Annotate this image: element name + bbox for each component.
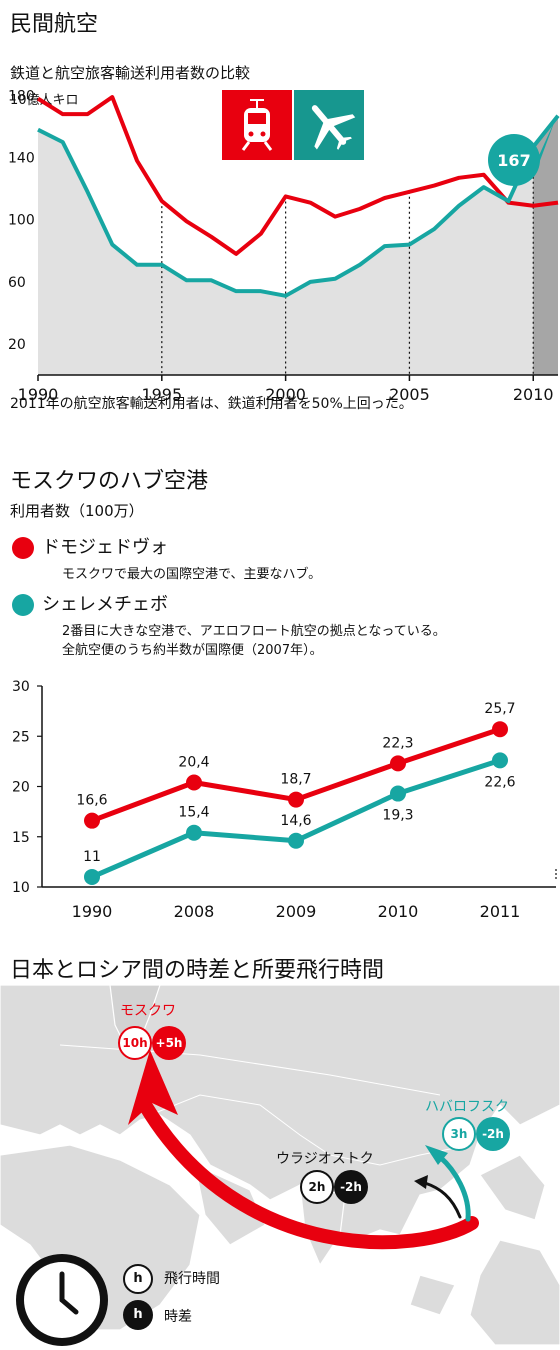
y-tick-label: 30: [12, 679, 30, 695]
series-point-0: [390, 755, 406, 772]
moscow-label: モスクワ: [120, 1003, 176, 1019]
moscow-diff-badge: +5h: [152, 1026, 186, 1060]
vladivostok-diff-badge: -2h: [334, 1170, 368, 1204]
legend-flight-symbol: h: [123, 1264, 153, 1294]
y-tick-label: 60: [8, 275, 26, 291]
series-point-1: [390, 785, 406, 802]
legend-sheremetyevo-desc2: 全航空便のうち約半数が国際便（2007年）。: [62, 643, 323, 658]
legend-diff-symbol: h: [123, 1300, 153, 1330]
rail-line: [36, 95, 559, 256]
series-point-0: [186, 774, 202, 791]
legend-flight-label: 飛行時間: [164, 1271, 220, 1287]
route-arrowhead-moscow: [128, 1050, 178, 1125]
legend-sheremetyevo-name: シェレメチェボ: [42, 594, 168, 615]
chart1-area-chart: 1990 1995 2000 2005 2010 20 60 100 140 180 167: [8, 89, 560, 404]
y-tick-label: 10: [12, 880, 30, 896]
series-point-0: [288, 791, 304, 808]
data-label: 18,7: [280, 772, 311, 788]
chart1-subtitle: 鉄道と航空旅客輸送利用者数の比較: [10, 64, 251, 82]
x-tick-label: 1990: [72, 902, 113, 921]
khabarovsk-label: ハバロフスク: [425, 1099, 509, 1115]
x-tick-label: 2011: [480, 902, 521, 921]
chart1-note: 2011年の航空旅客輸送利用者は、鉄道利用者を50%上回った。: [10, 396, 413, 412]
legend-diff-label: 時差: [164, 1309, 192, 1325]
y-tick-label: 20: [12, 780, 30, 796]
route-arrow-khabarovsk: [437, 1154, 471, 1222]
data-label: 19,3: [382, 808, 413, 824]
airplane-icon: [294, 90, 364, 160]
section1-title: 民間航空: [10, 12, 99, 37]
callout-pointer: [528, 117, 556, 180]
y-tick-label: 140: [8, 151, 35, 167]
data-label: 25,7: [484, 701, 515, 717]
clock-icon: [16, 1254, 108, 1346]
legend-dot-domodedovo: [12, 537, 34, 559]
vladivostok-label: ウラジオストク: [276, 1151, 374, 1167]
data-label: 22,6: [484, 774, 515, 790]
data-label: 20,4: [178, 754, 209, 770]
x-tick-label: 2009: [276, 902, 317, 921]
route-arrow-moscow: [138, 1098, 479, 1250]
chart2-unit: 利用者数（100万）: [10, 502, 144, 520]
series-point-1: [288, 832, 304, 849]
y-tick-label: 15: [12, 830, 30, 846]
series-point-1: [84, 868, 100, 885]
legend-dot-sheremetyevo: [12, 594, 34, 616]
air-area-fill: [38, 115, 558, 376]
section2-title: モスクワのハブ空港: [10, 469, 209, 494]
y-tick-label: 100: [8, 213, 35, 229]
moscow-flight-badge: 10h: [118, 1026, 152, 1060]
data-label: 11: [83, 849, 101, 865]
x-tick-label: 1995: [141, 385, 182, 404]
y-tick-label: 180: [8, 89, 35, 105]
vladivostok-flight-badge: 2h: [300, 1170, 334, 1204]
x-tick-label: 1990: [18, 385, 59, 404]
data-label: 14,6: [280, 813, 311, 829]
x-tick-label: 2005: [389, 385, 430, 404]
air-area-fill-recent: [533, 115, 558, 376]
japan-point: [469, 1220, 475, 1226]
x-tick-label: 2010: [513, 385, 554, 404]
y-tick-label: 20: [8, 337, 26, 353]
route-arrowhead-khabarovsk: [425, 1145, 448, 1165]
legend-domodedovo-name: ドモジェドヴォ: [42, 537, 168, 558]
series-point-0: [84, 812, 100, 829]
callout-value: 167: [497, 151, 530, 170]
khabarovsk-diff-badge: -2h: [476, 1117, 510, 1151]
series-point-1: [492, 752, 508, 769]
section3-title: 日本とロシア間の時差と所要飛行時間: [10, 958, 385, 983]
x-tick-label: 2010: [378, 902, 419, 921]
callout-bubble: [488, 134, 540, 186]
chart2-line-chart: 10 15 20 25 30 1990 2008 2009 2010 2011 16,6 20,4 18…: [12, 679, 557, 921]
legend-sheremetyevo-desc1: 2番目に大きな空港で、アエロフロート航空の拠点となっている。: [62, 624, 446, 639]
data-label: 15,4: [178, 805, 209, 821]
x-tick-label: 2008: [174, 902, 215, 921]
route-arrow-vladivostok: [423, 1181, 462, 1219]
data-label: 16,6: [76, 793, 107, 809]
khabarovsk-flight-badge: 3h: [442, 1117, 476, 1151]
series-point-1: [186, 824, 202, 841]
air-line: [37, 114, 560, 298]
legend-domodedovo-desc: モスクワで最大の国際空港で、主要なハブ。: [62, 567, 322, 582]
train-icon: [222, 90, 292, 160]
y-tick-label: 25: [12, 729, 30, 745]
route-arrowhead-vladivostok: [414, 1175, 428, 1189]
x-tick-label: 2000: [265, 385, 306, 404]
data-label: 22,3: [382, 735, 413, 751]
series-point-0: [492, 721, 508, 738]
